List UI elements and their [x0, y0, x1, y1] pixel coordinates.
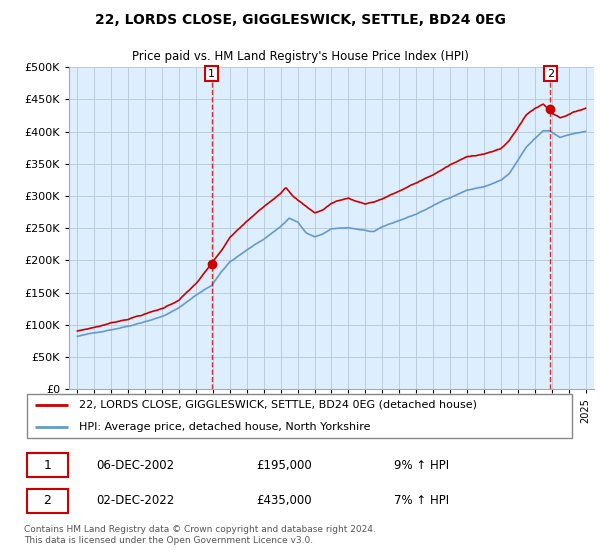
Text: 02-DEC-2022: 02-DEC-2022: [96, 494, 174, 507]
Text: 9% ↑ HPI: 9% ↑ HPI: [394, 459, 449, 472]
Text: 7% ↑ HPI: 7% ↑ HPI: [394, 494, 449, 507]
Text: 2: 2: [43, 494, 51, 507]
Text: 22, LORDS CLOSE, GIGGLESWICK, SETTLE, BD24 0EG (detached house): 22, LORDS CLOSE, GIGGLESWICK, SETTLE, BD…: [79, 400, 477, 410]
FancyBboxPatch shape: [27, 453, 68, 477]
Text: 2: 2: [547, 69, 554, 78]
Text: £435,000: £435,000: [256, 494, 311, 507]
Text: Price paid vs. HM Land Registry's House Price Index (HPI): Price paid vs. HM Land Registry's House …: [131, 50, 469, 63]
Text: Contains HM Land Registry data © Crown copyright and database right 2024.
This d: Contains HM Land Registry data © Crown c…: [24, 525, 376, 545]
Text: 1: 1: [43, 459, 51, 472]
Text: £195,000: £195,000: [256, 459, 311, 472]
Text: HPI: Average price, detached house, North Yorkshire: HPI: Average price, detached house, Nort…: [79, 422, 371, 432]
FancyBboxPatch shape: [27, 489, 68, 513]
Text: 06-DEC-2002: 06-DEC-2002: [96, 459, 174, 472]
Text: 1: 1: [208, 69, 215, 78]
Text: 22, LORDS CLOSE, GIGGLESWICK, SETTLE, BD24 0EG: 22, LORDS CLOSE, GIGGLESWICK, SETTLE, BD…: [95, 13, 505, 27]
FancyBboxPatch shape: [27, 394, 572, 438]
